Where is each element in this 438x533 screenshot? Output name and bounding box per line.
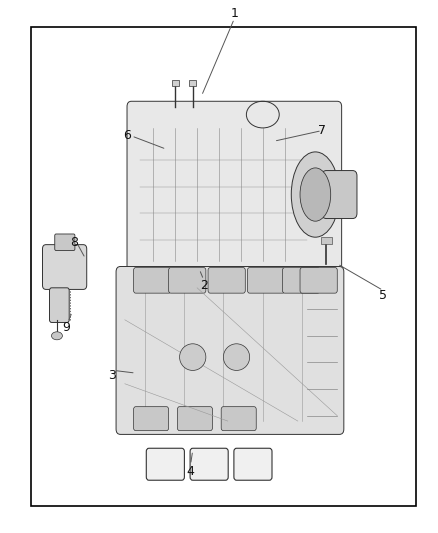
FancyBboxPatch shape [177, 407, 212, 431]
FancyBboxPatch shape [146, 448, 184, 480]
FancyBboxPatch shape [127, 101, 342, 274]
FancyBboxPatch shape [116, 266, 344, 434]
Bar [189, 80, 196, 86]
FancyBboxPatch shape [134, 407, 169, 431]
Text: 9: 9 [62, 321, 70, 334]
FancyBboxPatch shape [55, 234, 75, 251]
FancyBboxPatch shape [322, 171, 357, 219]
Bar [321, 237, 332, 244]
Text: 5: 5 [379, 289, 387, 302]
FancyBboxPatch shape [247, 268, 285, 293]
Ellipse shape [180, 344, 206, 370]
Text: 3: 3 [108, 369, 116, 382]
FancyBboxPatch shape [169, 268, 206, 293]
FancyBboxPatch shape [234, 448, 272, 480]
FancyBboxPatch shape [134, 268, 171, 293]
Text: 2: 2 [200, 279, 208, 292]
Text: 6: 6 [123, 130, 131, 142]
FancyBboxPatch shape [42, 245, 87, 289]
Ellipse shape [52, 332, 63, 340]
FancyBboxPatch shape [283, 268, 320, 293]
Ellipse shape [300, 168, 331, 221]
Ellipse shape [223, 344, 250, 370]
Text: 8: 8 [71, 236, 78, 249]
Text: 4: 4 [187, 465, 194, 478]
FancyBboxPatch shape [300, 268, 337, 293]
Ellipse shape [291, 152, 339, 237]
FancyBboxPatch shape [208, 268, 245, 293]
Bar [31, 27, 416, 506]
FancyBboxPatch shape [49, 288, 69, 322]
Text: 1: 1 [230, 7, 238, 20]
Bar [172, 80, 179, 86]
Text: 7: 7 [318, 124, 326, 137]
FancyBboxPatch shape [190, 448, 228, 480]
FancyBboxPatch shape [221, 407, 256, 431]
